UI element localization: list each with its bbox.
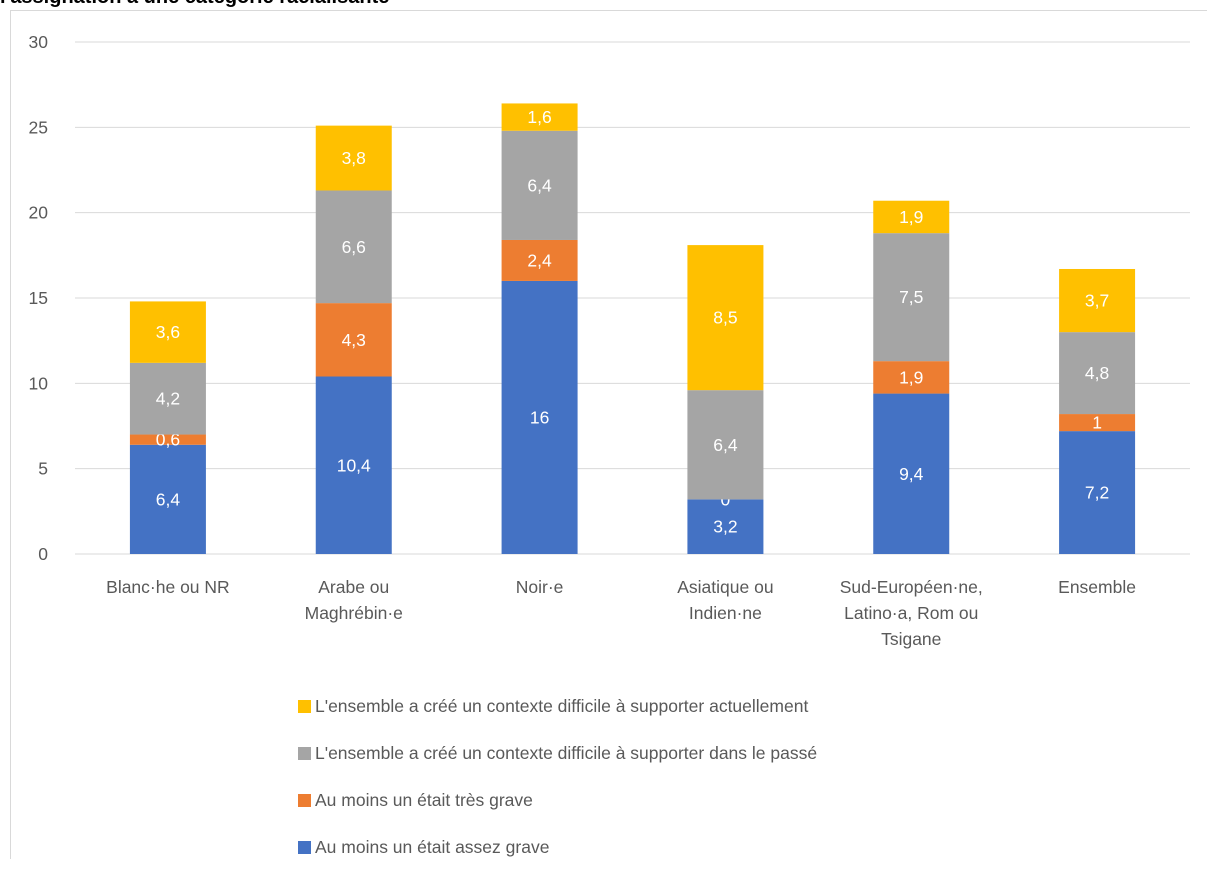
y-tick-label: 5: [38, 459, 48, 479]
legend-label: Au moins un était assez grave: [315, 837, 550, 857]
legend-item: L'ensemble a créé un contexte difficile …: [298, 683, 817, 730]
x-tick-label: Arabe ou: [318, 577, 389, 597]
y-tick-label: 0: [38, 544, 48, 564]
x-tick-label: Sud-Européen·ne,: [840, 577, 983, 597]
data-label: 9,4: [899, 464, 924, 484]
legend-swatch: [298, 841, 311, 854]
bar-segment: [687, 499, 764, 554]
bar-segment: [1059, 431, 1136, 554]
bar-segment: [129, 434, 206, 445]
data-label: 6,4: [527, 175, 552, 195]
bar-segment: [873, 233, 950, 362]
y-tick-label: 15: [29, 288, 48, 308]
x-tick-label: Blanc·he ou NR: [106, 577, 230, 597]
legend-item: L'ensemble a créé un contexte difficile …: [298, 730, 817, 777]
data-label: 1: [1092, 413, 1102, 433]
legend-swatch: [298, 700, 311, 713]
x-tick-label: Ensemble: [1058, 577, 1136, 597]
data-label: 16: [530, 407, 549, 427]
chart-area: [10, 10, 1207, 859]
x-tick-label: Indien·ne: [689, 603, 762, 623]
bar-segment: [315, 125, 392, 191]
data-label: 7,5: [899, 287, 923, 307]
bar-segment: [501, 239, 578, 281]
x-tick-label: Noir·e: [516, 577, 564, 597]
bar-segment: [129, 362, 206, 435]
bar-segment: [1059, 332, 1136, 415]
data-label: 4,8: [1085, 363, 1109, 383]
bar-segment: [873, 361, 950, 394]
legend-item: Au moins un était assez grave: [298, 824, 817, 871]
bar-segment: [687, 390, 764, 500]
data-label: 3,2: [713, 517, 737, 537]
data-label: 1,6: [527, 107, 551, 127]
data-label: 10,4: [337, 455, 371, 475]
legend-label: L'ensemble a créé un contexte difficile …: [315, 696, 809, 716]
bar-segment: [1059, 414, 1136, 432]
chart-title: l'assignation à une catégorie racialisan…: [0, 0, 389, 9]
data-label: 3,7: [1085, 291, 1109, 311]
legend-swatch: [298, 747, 311, 760]
y-tick-label: 10: [29, 373, 49, 393]
y-tick-label: 25: [29, 117, 48, 137]
bar-segment: [501, 103, 578, 131]
bar-segment: [315, 376, 392, 554]
bar-segment: [129, 444, 206, 554]
x-tick-label: Tsigane: [881, 629, 941, 649]
data-label: 1,9: [899, 207, 923, 227]
bar-segment: [315, 190, 392, 304]
data-label: 4,2: [156, 389, 180, 409]
data-label: 6,6: [342, 237, 366, 257]
data-label: 3,6: [156, 322, 180, 342]
bar-segment: [315, 303, 392, 377]
data-label: 1,9: [899, 367, 923, 387]
data-label: 3,8: [342, 148, 366, 168]
data-label: 6,4: [713, 435, 738, 455]
data-label: 4,3: [342, 330, 366, 350]
chart-legend: L'ensemble a créé un contexte difficile …: [298, 683, 817, 871]
data-label: 7,2: [1085, 483, 1109, 503]
data-label: 2,4: [527, 250, 552, 270]
bar-segment: [129, 301, 206, 363]
data-label: 0,6: [156, 430, 180, 450]
legend-label: Au moins un était très grave: [315, 790, 533, 810]
x-tick-label: Maghrébin·e: [305, 603, 403, 623]
y-tick-label: 30: [29, 32, 49, 52]
bar-segment: [687, 245, 764, 391]
y-tick-label: 20: [29, 203, 49, 223]
legend-label: L'ensemble a créé un contexte difficile …: [315, 743, 818, 763]
data-label: 6,4: [156, 489, 181, 509]
bar-segment: [501, 130, 578, 240]
bar-segment: [1059, 268, 1136, 333]
data-label: 8,5: [713, 308, 737, 328]
bar-segment: [873, 200, 950, 234]
bar-segment: [501, 280, 578, 554]
x-tick-label: Latino·a, Rom ou: [844, 603, 978, 623]
bar-segment: [873, 393, 950, 554]
legend-item: Au moins un était très grave: [298, 777, 817, 824]
x-tick-label: Asiatique ou: [677, 577, 773, 597]
legend-swatch: [298, 794, 311, 807]
